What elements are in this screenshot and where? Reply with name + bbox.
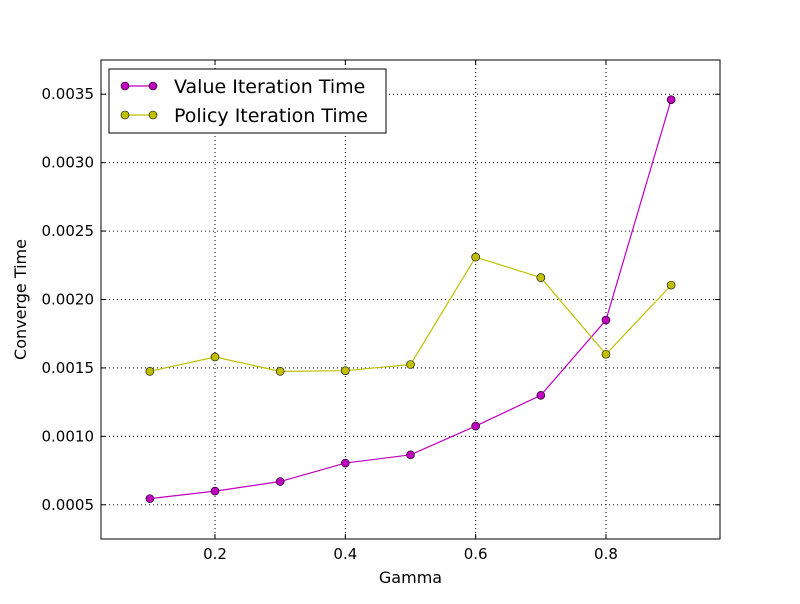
- y-tick-label: 0.0025: [42, 222, 95, 240]
- series-line: [149, 256, 672, 372]
- data-point: [406, 360, 415, 369]
- data-point: [145, 494, 155, 503]
- data-point: [210, 352, 220, 362]
- data-point: [341, 366, 350, 375]
- y-tick-label: 0.0015: [42, 359, 95, 377]
- series-layer: [145, 95, 676, 503]
- legend: Value Iteration Time Policy Iteration Tim…: [108, 68, 387, 134]
- data-point: [536, 390, 546, 400]
- data-point: [601, 349, 611, 359]
- data-point: [471, 252, 480, 262]
- data-point: [666, 280, 676, 290]
- series-1: [145, 95, 676, 503]
- y-axis-label: Converge Time: [11, 239, 30, 360]
- legend-item: Policy Iteration Time: [120, 105, 368, 127]
- legend-marker: [148, 81, 158, 91]
- legend-label: Value Iteration Time: [174, 76, 365, 98]
- x-tick-label: 0.6: [464, 545, 488, 563]
- legend-marker: [120, 81, 130, 91]
- data-point: [666, 95, 676, 104]
- data-point: [210, 486, 220, 496]
- y-tick-label: 0.0020: [42, 291, 95, 309]
- legend-box: [108, 68, 387, 134]
- x-axis-label: Gamma: [379, 568, 442, 587]
- data-point: [275, 477, 285, 486]
- y-tick-label: 0.0010: [42, 427, 95, 445]
- data-point: [145, 367, 155, 376]
- x-tick-label: 0.2: [203, 545, 227, 563]
- data-point: [275, 367, 285, 376]
- ticks: 0.2 0.4 0.6 0.8 0.0005 0.0010 0.0015 0.0020 0.00…: [42, 60, 720, 563]
- data-point: [406, 450, 415, 460]
- x-tick-label: 0.8: [594, 545, 618, 563]
- series-2: [145, 252, 676, 376]
- y-tick-label: 0.0005: [42, 496, 95, 514]
- legend-marker: [148, 110, 158, 120]
- legend-item: Value Iteration Time: [120, 76, 365, 98]
- data-point: [471, 421, 480, 431]
- data-point: [341, 458, 350, 468]
- data-point: [601, 315, 611, 325]
- series-line: [149, 99, 672, 500]
- y-tick-label: 0.0035: [42, 85, 95, 103]
- y-tick-label: 0.0030: [42, 154, 95, 172]
- legend-label: Policy Iteration Time: [174, 105, 368, 127]
- data-point: [536, 273, 546, 282]
- x-tick-label: 0.4: [333, 545, 357, 563]
- legend-marker: [120, 110, 130, 120]
